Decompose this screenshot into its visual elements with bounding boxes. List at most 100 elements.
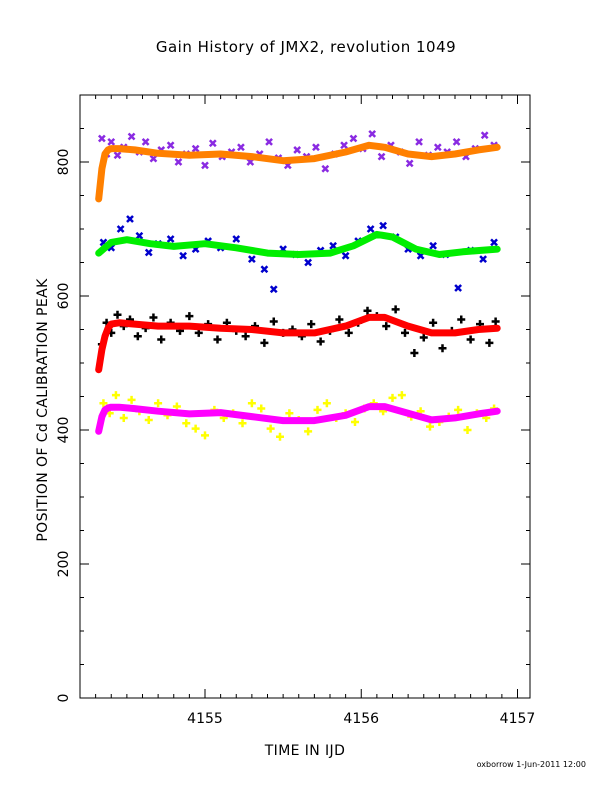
data-point xyxy=(126,215,134,223)
fit-curve-point xyxy=(102,406,108,413)
data-point xyxy=(149,313,158,322)
data-point xyxy=(265,138,273,146)
x-tick-label: 4156 xyxy=(343,711,379,727)
fit-curve-point xyxy=(102,150,108,157)
data-point xyxy=(491,317,500,326)
data-point xyxy=(185,312,194,321)
data-point xyxy=(454,405,463,414)
data-point xyxy=(322,399,331,408)
data-point xyxy=(479,255,488,264)
series-1-line xyxy=(95,141,501,203)
data-point xyxy=(119,413,128,422)
data-point xyxy=(382,322,391,331)
data-point xyxy=(454,284,463,292)
data-point xyxy=(344,328,353,337)
fit-curve-point xyxy=(147,240,154,247)
fit-curve-line xyxy=(95,141,501,203)
fit-curve-point xyxy=(102,333,108,340)
axis-ticks: 4155 4156 4157 0 200 400 600 800 xyxy=(56,94,536,727)
data-point xyxy=(401,328,409,337)
data-point xyxy=(490,238,498,247)
x-tick-label: 4157 xyxy=(500,711,536,727)
data-point xyxy=(179,251,188,260)
data-point xyxy=(99,399,108,408)
fit-curve-point xyxy=(98,413,105,420)
data-point xyxy=(174,158,183,166)
fit-curve-point xyxy=(108,321,115,328)
data-point xyxy=(166,235,175,243)
data-point xyxy=(247,255,256,264)
data-point xyxy=(285,409,294,418)
data-point xyxy=(304,427,313,436)
data-point xyxy=(127,395,136,404)
data-point xyxy=(349,134,358,143)
y-tick-label: 200 xyxy=(56,551,72,578)
data-point xyxy=(368,129,377,138)
data-point xyxy=(111,391,120,400)
data-point xyxy=(335,315,344,324)
fit-curve-point xyxy=(105,146,112,153)
data-point xyxy=(363,306,372,315)
data-point xyxy=(241,332,250,341)
data-point xyxy=(397,391,406,400)
series-5-line xyxy=(95,313,501,374)
data-point xyxy=(154,399,163,408)
data-point xyxy=(172,402,181,411)
data-point xyxy=(351,417,359,426)
data-point xyxy=(191,144,200,153)
data-point xyxy=(269,317,278,326)
data-point xyxy=(213,335,222,344)
data-point xyxy=(113,310,122,319)
data-point xyxy=(182,419,191,428)
data-point xyxy=(312,143,320,152)
data-point xyxy=(247,399,256,408)
data-point xyxy=(208,139,217,148)
data-point xyxy=(166,141,175,150)
data-point xyxy=(97,134,106,143)
data-point xyxy=(410,348,419,357)
data-point xyxy=(237,143,245,152)
y-tick-label: 0 xyxy=(56,694,72,703)
chart-title: Gain History of JMX2, revolution 1049 xyxy=(156,38,456,56)
data-point xyxy=(405,159,414,168)
fit-curve-point xyxy=(108,239,115,246)
data-point xyxy=(379,221,388,230)
data-point xyxy=(113,151,122,160)
x-axis-label: TIME IN IJD xyxy=(264,743,346,759)
data-point xyxy=(257,404,266,413)
data-point xyxy=(466,335,475,344)
data-point xyxy=(276,432,284,441)
data-point xyxy=(415,138,423,146)
data-point xyxy=(293,146,302,154)
data-point xyxy=(260,265,269,274)
y-axis-label: POSITION OF Cd CALIBRATION PEAK xyxy=(35,278,51,542)
data-point xyxy=(329,241,338,250)
data-point xyxy=(429,318,438,327)
data-point xyxy=(307,320,316,329)
data-point xyxy=(266,424,275,433)
fit-curve-line xyxy=(95,230,501,258)
data-series xyxy=(95,129,501,441)
fit-curve-point xyxy=(95,250,102,257)
data-point xyxy=(426,422,434,431)
fit-curve-point xyxy=(170,243,177,250)
y-tick-label: 400 xyxy=(56,417,72,444)
data-point xyxy=(107,138,116,146)
fit-curve-point xyxy=(108,145,115,152)
data-point xyxy=(438,344,447,353)
data-point xyxy=(391,305,400,314)
fit-curve-point xyxy=(95,428,102,435)
data-point xyxy=(238,419,247,428)
data-point xyxy=(304,258,313,267)
y-tick-label: 600 xyxy=(56,283,72,310)
data-point xyxy=(388,393,397,402)
data-point xyxy=(485,338,494,347)
data-point xyxy=(144,248,153,257)
data-point xyxy=(141,138,150,146)
data-point xyxy=(116,225,125,233)
data-point xyxy=(144,415,153,424)
data-point xyxy=(321,164,330,173)
series-7-line xyxy=(95,403,501,435)
data-point xyxy=(133,332,142,341)
data-point xyxy=(157,335,166,344)
